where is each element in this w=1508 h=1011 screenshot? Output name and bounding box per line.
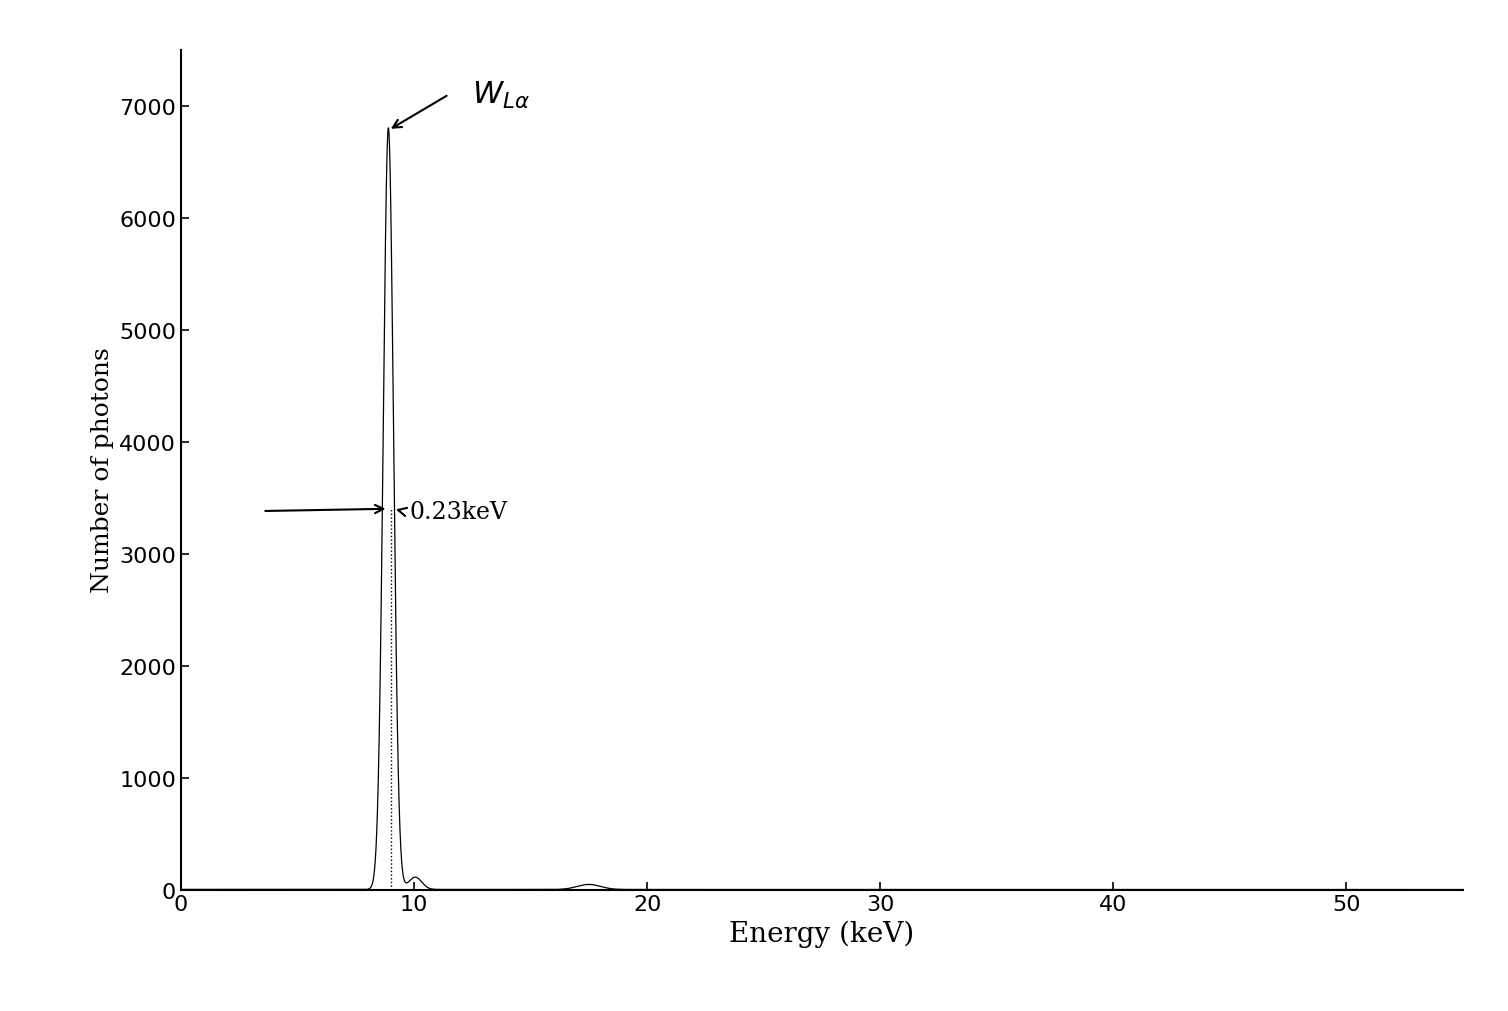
Text: $\mathit{W}_{L\alpha}$: $\mathit{W}_{L\alpha}$ [472, 80, 531, 111]
Y-axis label: Number of photons: Number of photons [90, 348, 113, 592]
Text: 0.23keV: 0.23keV [409, 500, 507, 523]
X-axis label: Energy (keV): Energy (keV) [730, 920, 914, 947]
